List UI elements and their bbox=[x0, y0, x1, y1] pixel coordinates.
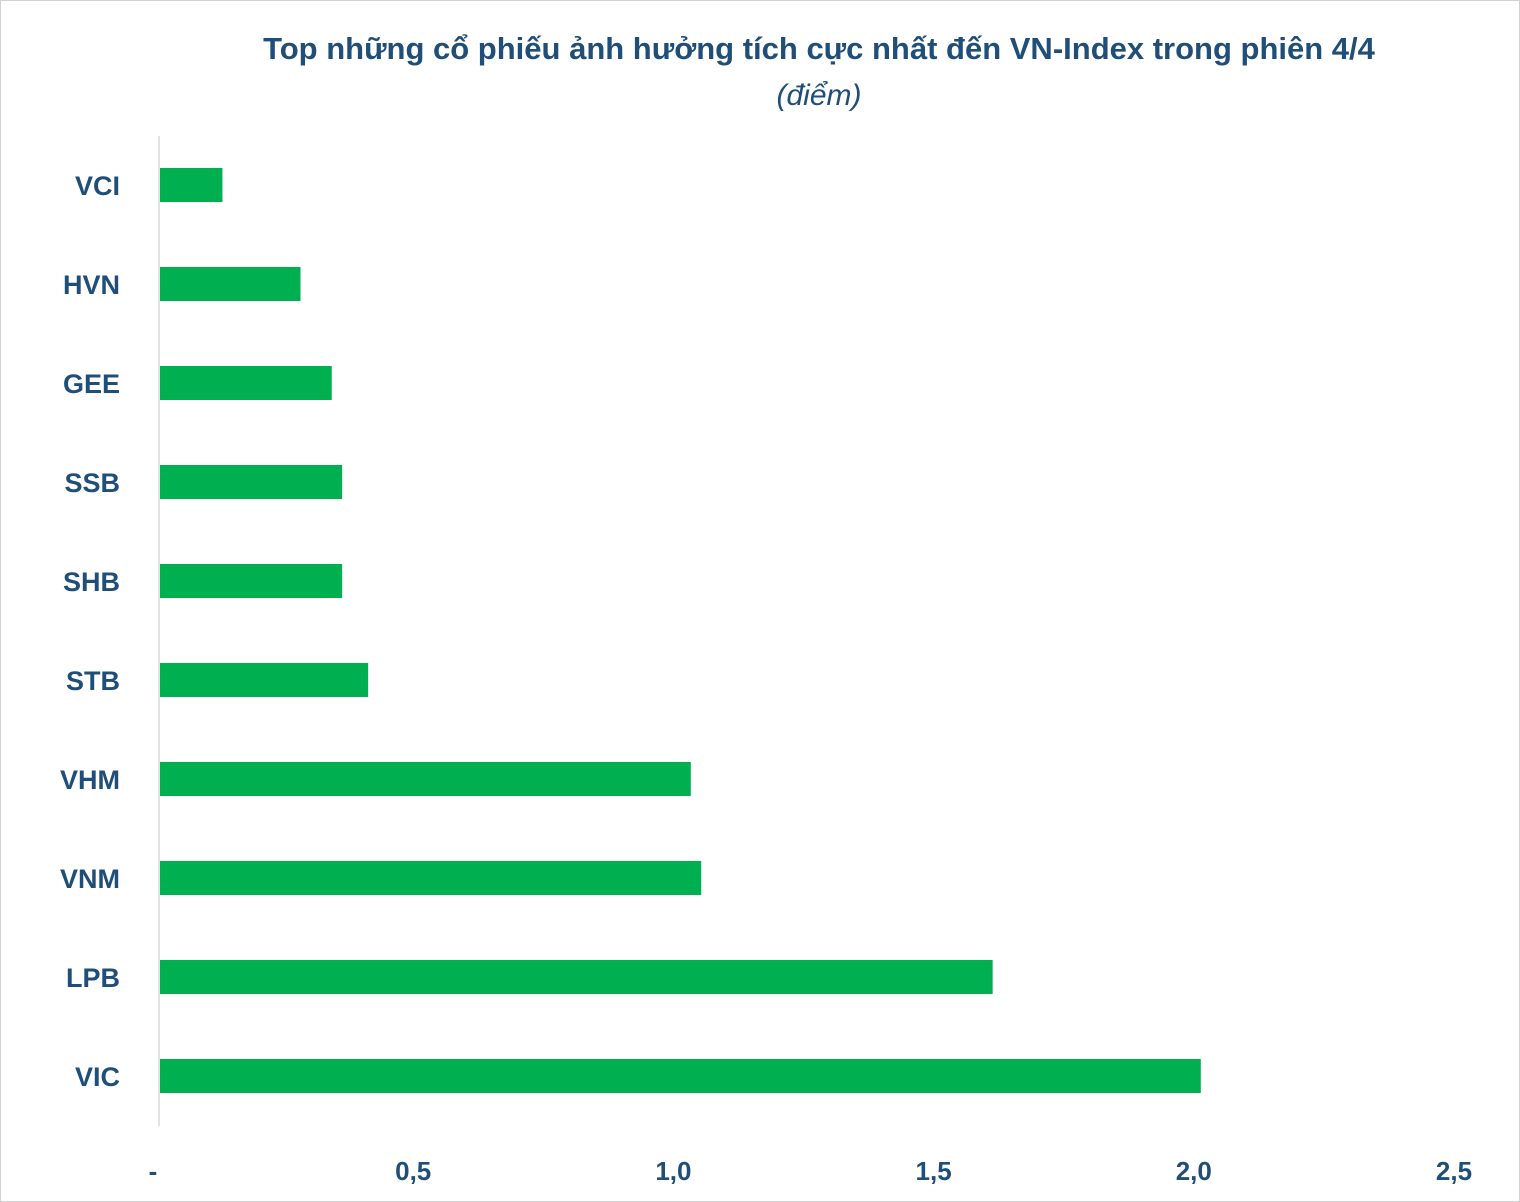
bar-lpb bbox=[160, 960, 993, 994]
x-tick-label: 1,5 bbox=[916, 1156, 952, 1186]
category-label-gee: GEE bbox=[63, 369, 120, 399]
category-label-hvn: HVN bbox=[63, 270, 120, 300]
x-tick-label: - bbox=[149, 1156, 158, 1186]
bar-vci bbox=[160, 168, 223, 202]
x-tick-label: 1,0 bbox=[655, 1156, 691, 1186]
category-label-vnm: VNM bbox=[60, 864, 120, 894]
bar-hvn bbox=[160, 267, 301, 301]
category-label-ssb: SSB bbox=[64, 468, 120, 498]
bar-vnm bbox=[160, 861, 702, 895]
chart-subtitle: (điểm) bbox=[776, 79, 862, 112]
bar-stb bbox=[160, 663, 369, 697]
chart-title: Top những cổ phiếu ảnh hưởng tích cực nh… bbox=[263, 31, 1375, 66]
category-label-shb: SHB bbox=[63, 567, 120, 597]
category-label-vic: VIC bbox=[75, 1062, 120, 1092]
bar-gee bbox=[160, 366, 332, 400]
bar-shb bbox=[160, 564, 343, 598]
x-tick-label: 0,5 bbox=[395, 1156, 431, 1186]
x-tick-label: 2,0 bbox=[1176, 1156, 1212, 1186]
category-label-lpb: LPB bbox=[66, 963, 120, 993]
category-label-vhm: VHM bbox=[60, 765, 120, 795]
category-label-vci: VCI bbox=[75, 171, 120, 201]
bar-vic bbox=[160, 1059, 1201, 1093]
bar-vhm bbox=[160, 762, 691, 796]
bar-ssb bbox=[160, 465, 343, 499]
x-tick-label: 2,5 bbox=[1436, 1156, 1472, 1186]
category-label-stb: STB bbox=[66, 666, 120, 696]
